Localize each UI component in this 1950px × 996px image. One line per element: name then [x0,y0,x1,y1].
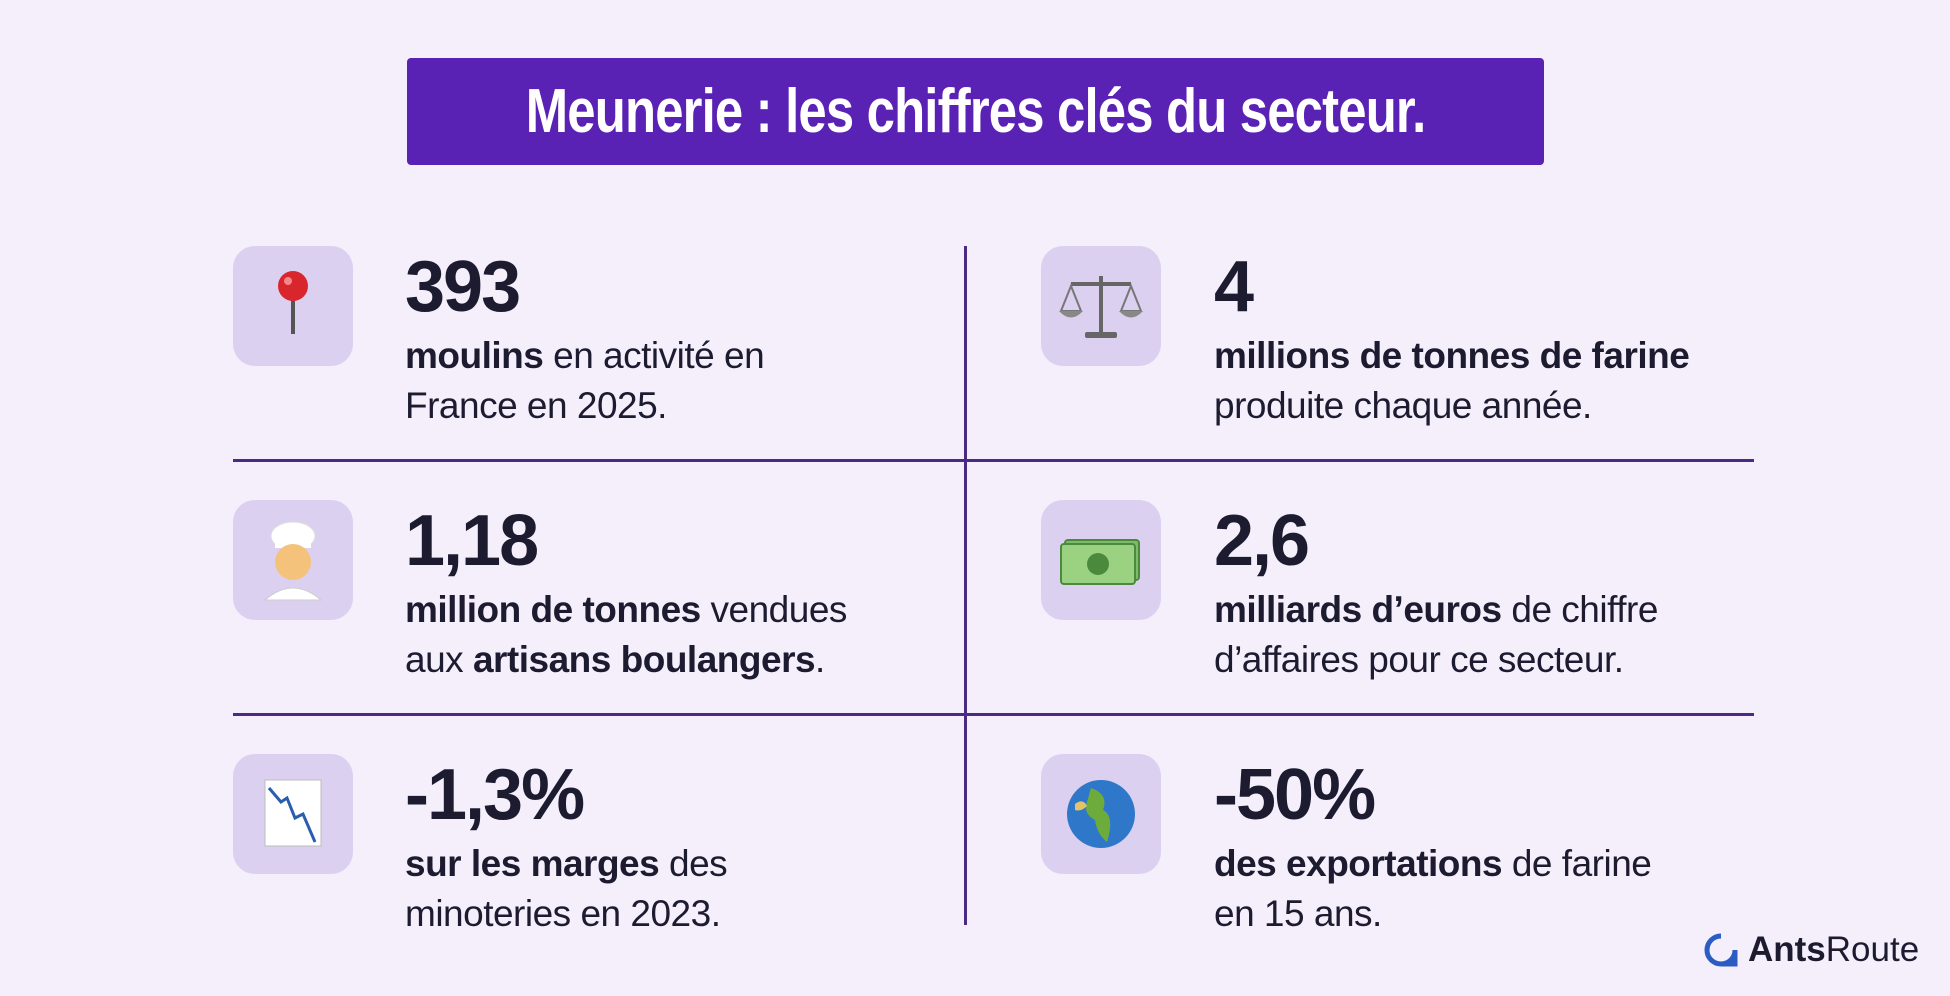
brand-regular: Route [1825,930,1920,969]
stat-cell: 1,18 million de tonnes vendues aux artisan… [405,505,847,685]
description-line: millions de tonnes de farine [1214,331,1690,381]
divider [233,713,1754,716]
description-line: aux artisans boulangers. [405,635,847,685]
text: de farine [1502,843,1652,884]
stat-value: 393 [405,247,521,327]
divider [964,246,967,925]
text: de chiffre [1501,589,1658,630]
bold-text: des exportations [1214,843,1503,884]
title-banner: Meunerie : les chiffres clés du secteur. [407,58,1544,165]
bold-text: million de tonnes [405,589,701,630]
brand-logo: Ants Route [1704,930,1919,970]
chef-icon [233,500,353,620]
bold-text: millions de tonnes de farine [1214,335,1690,376]
bold-text: milliards d’euros [1214,589,1502,630]
brand-bold: Ants [1748,930,1826,969]
divider [233,459,1754,462]
text: d’affaires pour ce secteur. [1214,639,1624,680]
text: produite chaque année. [1214,385,1592,426]
description-line: des exportations de farine [1214,839,1652,889]
brand-icon [1704,933,1738,967]
stat-value: 4 [1214,247,1254,327]
stat-value: -1,3% [405,755,585,835]
description-line: produite chaque année. [1214,381,1689,431]
text: en activité en [543,335,765,376]
stat-value: 2,6 [1214,501,1310,581]
scales-icon [1041,246,1161,366]
title: Meunerie : les chiffres clés du secteur. [525,77,1426,146]
description-line: France en 2025. [405,381,764,431]
description-line: d’affaires pour ce secteur. [1214,635,1658,685]
bold-text: moulins [405,335,544,376]
stat-description: millions de tonnes de farine produite cha… [1214,331,1690,431]
money-icon [1041,500,1161,620]
stat-description: milliards d’euros de chiffre d’affaires p… [1214,585,1658,685]
text: des [659,843,728,884]
stat-value: -50% [1214,755,1376,835]
stat-description: des exportations de farine en 15 ans. [1214,839,1652,939]
description-line: en 15 ans. [1214,889,1651,939]
stat-cell: 2,6 milliards d’euros de chiffre d’affaire… [1214,505,1658,685]
stat-cell: -1,3% sur les marges des minoteries en 202… [405,755,728,939]
bold-text: sur les marges [405,843,660,884]
description-line: sur les marges des [405,839,728,889]
chart-down-icon [233,754,353,874]
stat-description: sur les marges des minoteries en 2023. [405,839,728,939]
description-line: milliards d’euros de chiffre [1214,585,1658,635]
stat-cell: 4 millions de tonnes de farine produite ch… [1214,247,1690,431]
description-line: million de tonnes vendues [405,585,847,635]
text: aux [405,639,473,680]
stat-description: million de tonnes vendues aux artisans bo… [405,585,847,685]
text: . [815,639,825,680]
text: France en 2025. [405,385,667,426]
stat-value: 1,18 [405,501,539,581]
description-line: minoteries en 2023. [405,889,727,939]
text: vendues [700,589,848,630]
bold-text: artisans boulangers [472,639,816,680]
text: en 15 ans. [1214,893,1382,934]
globe-icon [1041,754,1161,874]
pin-icon [233,246,353,366]
stat-cell: -50% des exportations de farine en 15 ans. [1214,755,1652,939]
stat-cell: 393 moulins en activité en France en 2025. [405,247,765,431]
description-line: moulins en activité en [405,331,765,381]
stat-description: moulins en activité en France en 2025. [405,331,765,431]
text: minoteries en 2023. [405,893,721,934]
